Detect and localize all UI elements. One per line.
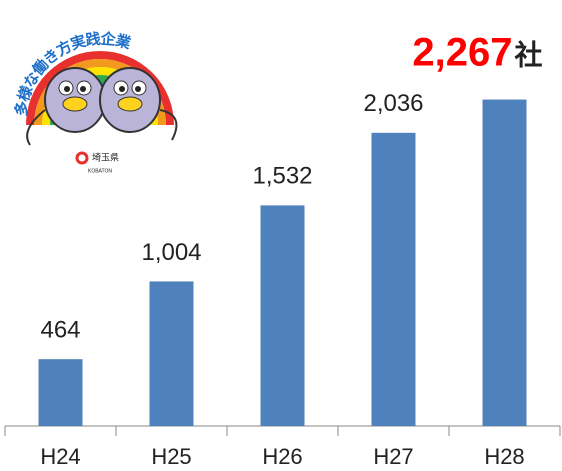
bar [38,359,83,426]
bar [260,205,305,426]
x-tick-label: H28 [484,444,524,469]
value-label: 2,267 [412,31,512,75]
bar [371,132,416,427]
value-label: 2,036 [363,90,423,117]
wing [26,109,46,146]
pupil [64,86,70,92]
pupil [135,86,141,92]
unit-label: 社 [515,39,543,70]
x-tick-label: H24 [40,444,80,469]
x-tick-label: H25 [151,444,191,469]
pupil [119,86,125,92]
wing [159,109,178,141]
beak [62,96,88,112]
x-tick-label: H27 [373,444,413,469]
value-label: 1,004 [141,239,201,266]
logo-org: 埼玉県 [92,151,119,162]
bar [482,99,527,426]
x-tick-label: H26 [262,444,302,469]
logo: 多様な働き方実践企業 埼玉県 KOBATON [12,30,178,174]
bar [149,281,194,426]
logo-mascot: KOBATON [88,168,112,174]
beak [117,96,143,112]
rainbow [26,51,174,126]
value-label: 1,532 [252,163,312,190]
emblem [75,151,89,165]
pupil [80,86,86,92]
value-label: 464 [40,317,80,344]
